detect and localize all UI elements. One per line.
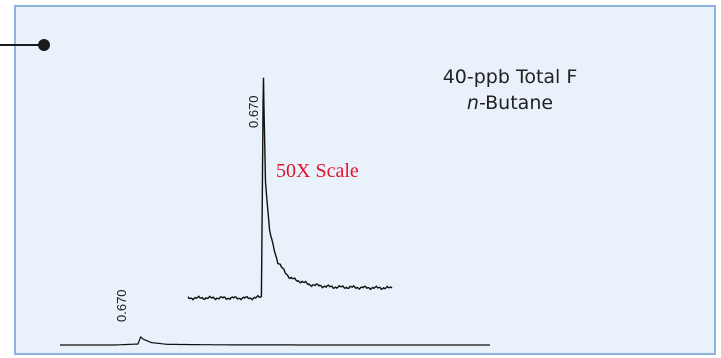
retention-time-label-lower: 0.670 bbox=[114, 289, 129, 322]
leader-dot bbox=[38, 39, 50, 51]
chromatogram-panel bbox=[14, 5, 716, 355]
title-compound-name: -Butane bbox=[478, 92, 554, 114]
scale-label: 50X Scale bbox=[276, 160, 359, 182]
title-line-2: n-Butane bbox=[390, 90, 630, 116]
trace-baseline bbox=[60, 336, 490, 346]
sample-title: 40-ppb Total F n-Butane bbox=[390, 64, 630, 116]
title-line-1: 40-ppb Total F bbox=[442, 66, 578, 88]
trace-50x-scale bbox=[187, 77, 393, 301]
retention-time-label-upper: 0.670 bbox=[246, 95, 261, 128]
leader-line bbox=[0, 44, 44, 46]
title-italic-prefix: n bbox=[466, 92, 479, 114]
